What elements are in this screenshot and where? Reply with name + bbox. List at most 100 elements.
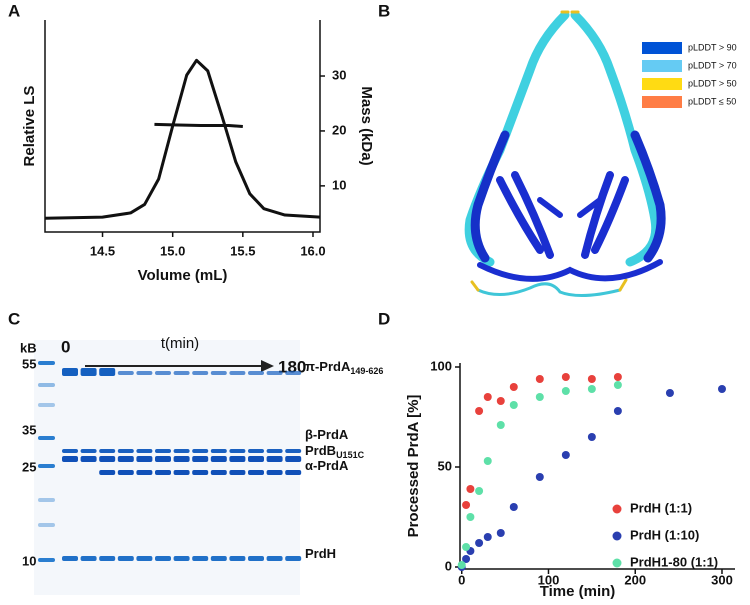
band [117, 371, 134, 375]
marker-label: 55 [22, 356, 36, 371]
y-tick-label: 0 [445, 558, 452, 573]
gel [34, 340, 300, 595]
panel-label: C [8, 309, 20, 328]
band-name: PrdH [305, 546, 336, 561]
legend-label: pLDDT > 90 [688, 42, 737, 52]
band [173, 371, 190, 375]
point [613, 407, 622, 415]
band [99, 368, 116, 376]
band [99, 449, 116, 453]
band-subscript: 149-626 [350, 366, 383, 376]
band-label: α-PrdA [305, 458, 349, 473]
band [248, 470, 264, 475]
arrow-head [261, 360, 274, 372]
marker-band [38, 361, 55, 365]
band [192, 556, 209, 561]
point [587, 385, 596, 393]
legend-swatch [642, 96, 682, 108]
band [210, 456, 227, 462]
protein-structure [464, 10, 666, 297]
x-tick-label: 15.0 [160, 243, 185, 258]
band [62, 556, 78, 561]
point [466, 485, 475, 493]
band [229, 470, 246, 475]
x-tick-label: 0 [458, 572, 465, 587]
band [99, 470, 116, 475]
legend-marker [612, 531, 622, 541]
y-tick-label: 50 [438, 458, 452, 473]
band [136, 470, 153, 475]
band [229, 371, 246, 375]
point [613, 373, 622, 381]
legend-swatch [642, 78, 682, 90]
legend-label: PrdH (1:10) [630, 527, 699, 542]
y-axis-label: Processed PrdA [%] [405, 395, 422, 538]
band [248, 371, 264, 375]
point [535, 473, 544, 481]
y2-tick-label: 10 [332, 177, 346, 192]
marker-band [38, 498, 55, 502]
band-name: β-PrdA [305, 427, 349, 442]
band [62, 368, 78, 376]
x-tick-label: 15.5 [230, 243, 255, 258]
band [285, 371, 302, 375]
band [266, 449, 283, 453]
point [535, 375, 544, 383]
point [561, 373, 570, 381]
band [99, 556, 116, 561]
band [80, 456, 97, 462]
band [136, 449, 153, 453]
band [173, 449, 190, 453]
band [192, 456, 209, 462]
point [496, 421, 505, 429]
marker-band [38, 558, 55, 562]
legend-swatch [642, 42, 682, 54]
band [210, 556, 227, 561]
legend-marker [612, 504, 622, 514]
band [266, 470, 283, 475]
point [509, 401, 518, 409]
marker-band [38, 436, 55, 440]
band [266, 556, 283, 561]
panel-label: B [378, 1, 390, 20]
band-subscript: U151C [336, 450, 365, 460]
band [285, 456, 302, 462]
band [173, 456, 190, 462]
point [496, 397, 505, 405]
marker-band [38, 523, 55, 527]
marker-label: 10 [22, 553, 36, 568]
band [117, 556, 134, 561]
unit-label: kB [20, 340, 37, 355]
legend-label: PrdH (1:1) [630, 500, 692, 515]
band-label: π-PrdA149-626 [305, 359, 383, 376]
point [483, 533, 492, 541]
point [475, 539, 484, 547]
band-name: π-PrdA [305, 359, 351, 374]
band-name: α-PrdA [305, 458, 349, 473]
legend-label: pLDDT ≤ 50 [688, 96, 736, 106]
band [80, 368, 97, 376]
point [457, 561, 466, 569]
axes [44, 20, 321, 233]
marker-band [38, 464, 55, 468]
band [117, 449, 134, 453]
point [462, 555, 471, 563]
band [192, 449, 209, 453]
band [285, 556, 302, 561]
band [155, 371, 171, 375]
band [155, 449, 171, 453]
point [561, 387, 570, 395]
x-tick-label: 16.0 [300, 243, 325, 258]
band [229, 449, 246, 453]
point [535, 393, 544, 401]
band [80, 556, 97, 561]
point [462, 543, 471, 551]
marker-label: 25 [22, 459, 36, 474]
point [587, 375, 596, 383]
point [561, 451, 570, 459]
band-label: PrdBU151C [305, 443, 365, 460]
band [117, 456, 134, 462]
panel-label: A [8, 1, 20, 20]
point [466, 513, 475, 521]
band [136, 371, 153, 375]
